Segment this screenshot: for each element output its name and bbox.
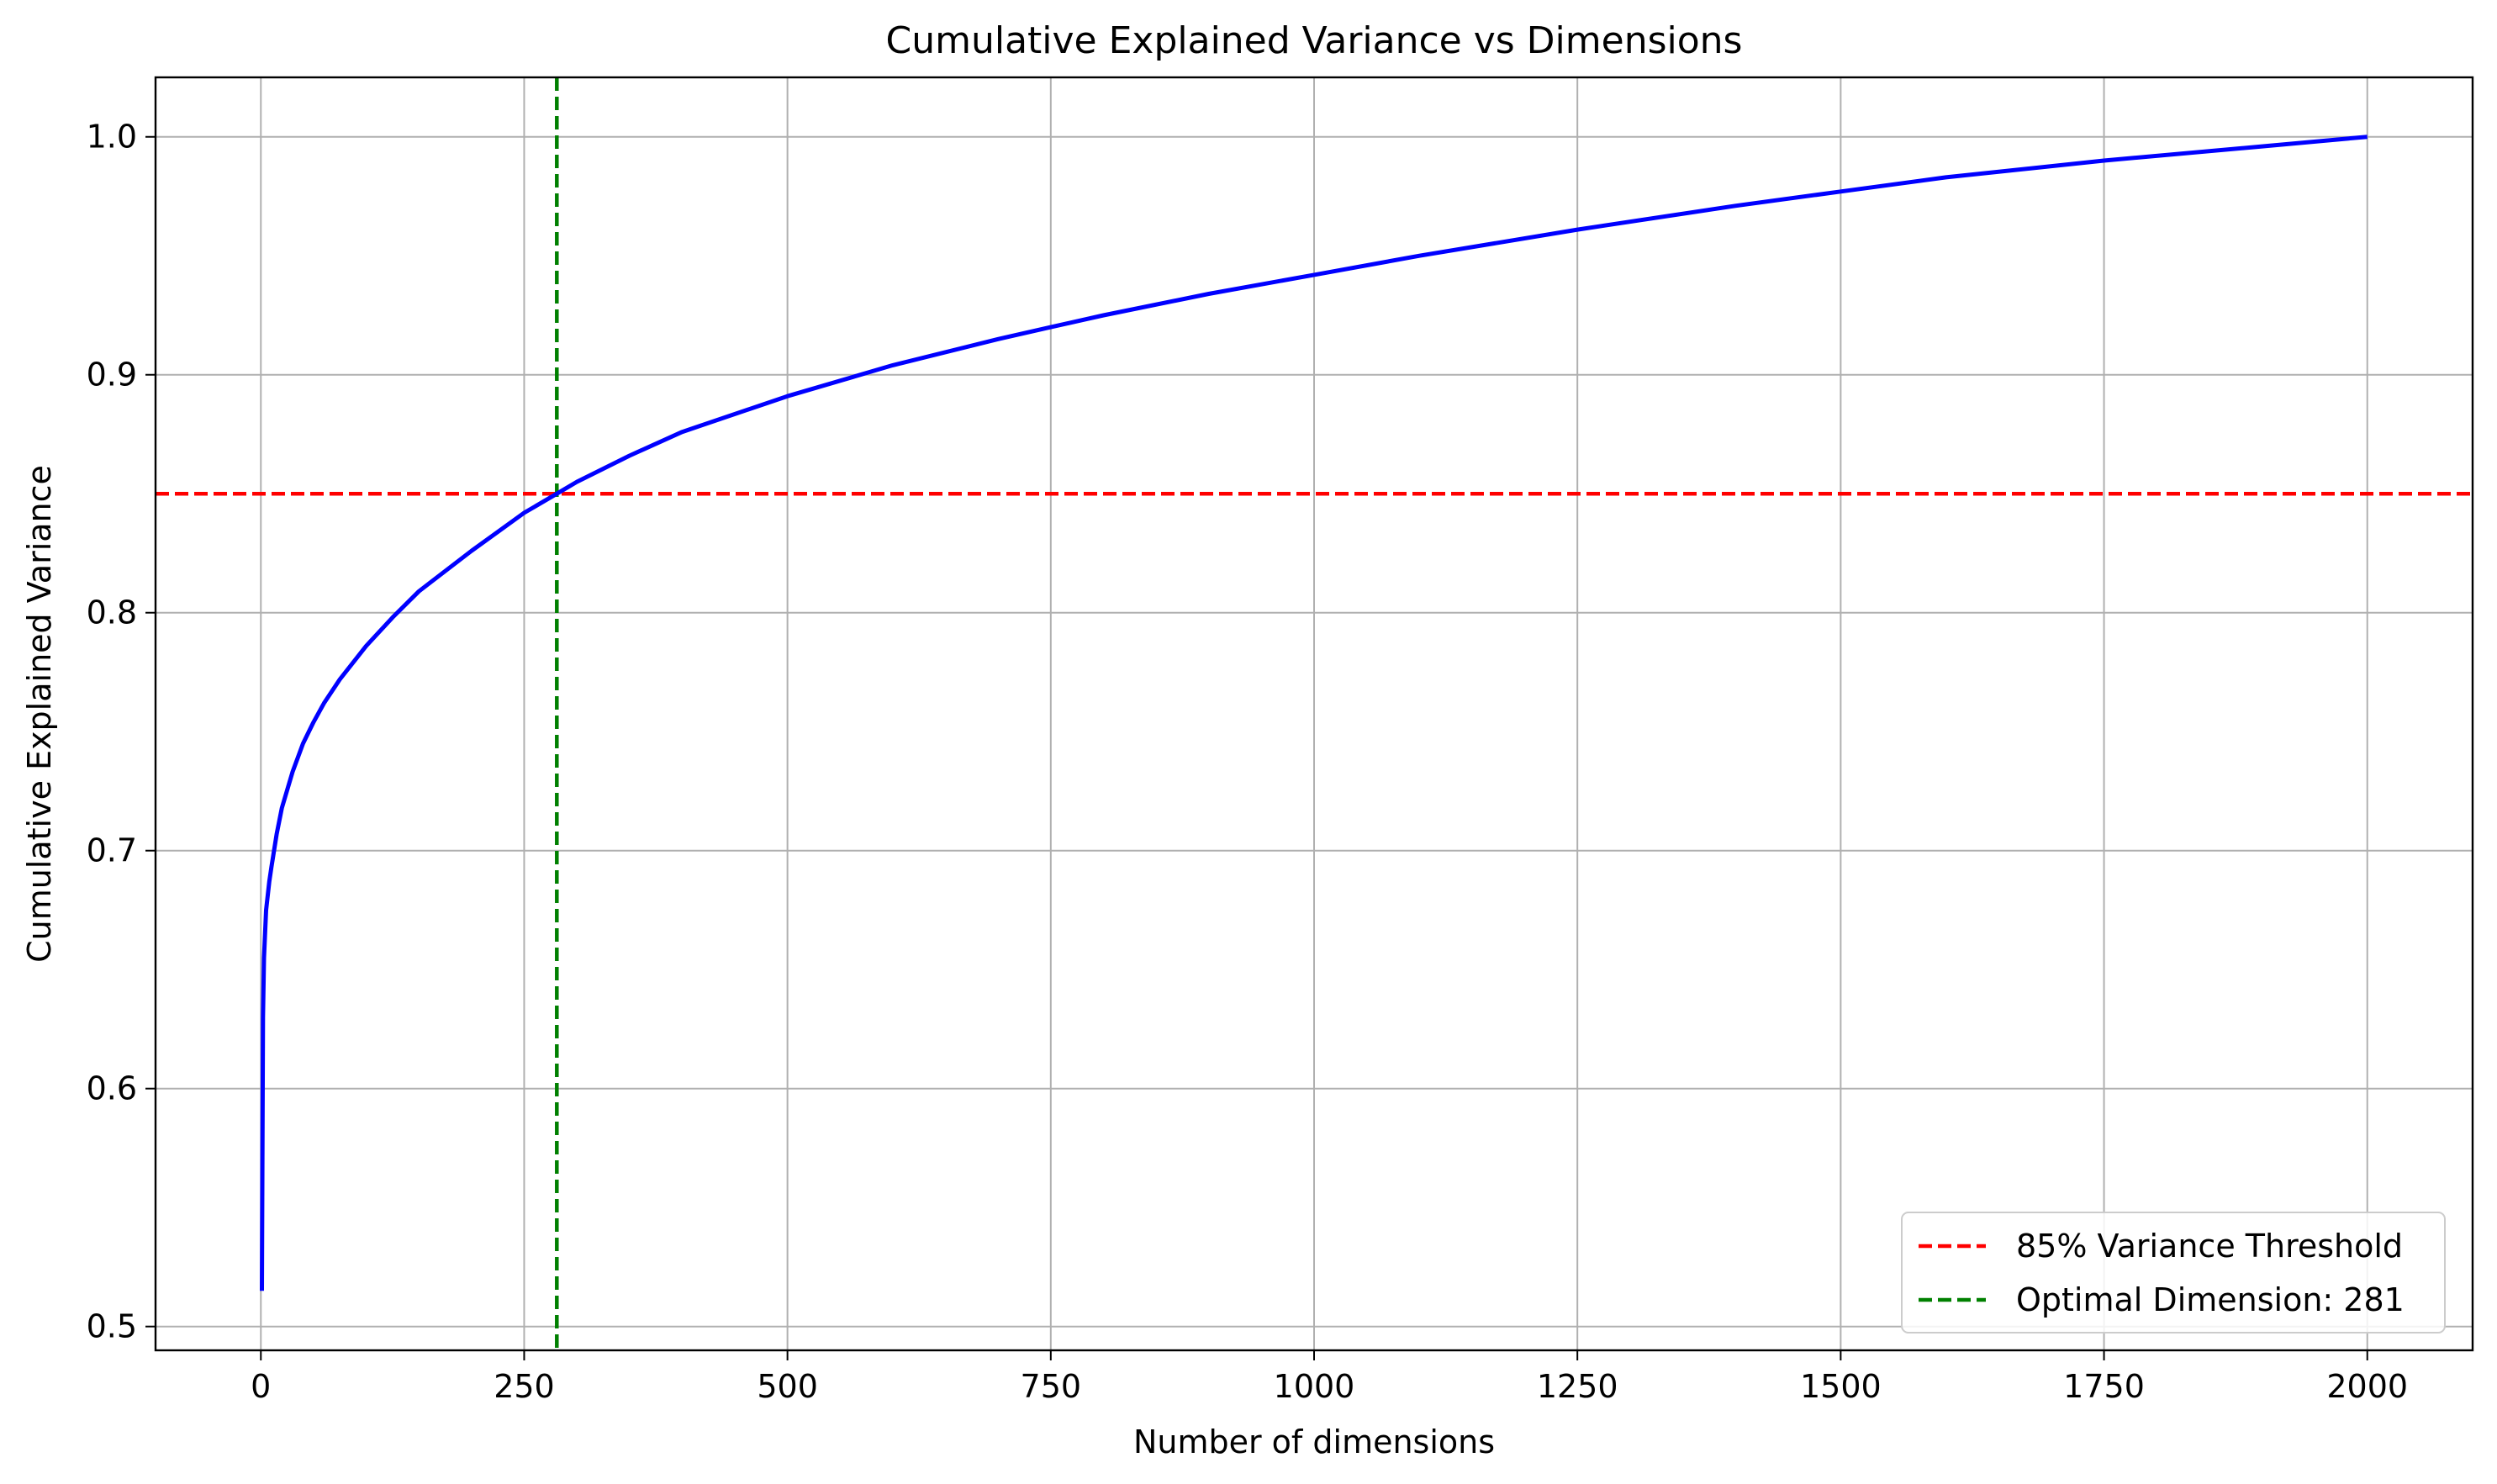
y-axis-label: Cumulative Explained Variance	[21, 465, 58, 963]
y-tick-label: 0.7	[87, 832, 137, 869]
y-tick-label: 0.6	[87, 1070, 137, 1107]
variance-curve	[260, 135, 2368, 1291]
series	[260, 135, 2368, 1291]
legend-box	[1901, 1212, 2446, 1333]
y-tick-label: 1.0	[87, 119, 137, 156]
legend-threshold-label: 85% Variance Threshold	[2016, 1228, 2403, 1265]
x-tick-label: 750	[1021, 1368, 1082, 1405]
x-tick-label: 1500	[1800, 1368, 1882, 1405]
legend: 85% Variance Threshold Optimal Dimension…	[1901, 1212, 2446, 1333]
legend-optimal-label: Optimal Dimension: 281	[2016, 1281, 2405, 1318]
x-tick-label: 1750	[2063, 1368, 2145, 1405]
x-tick-label: 0	[251, 1368, 271, 1405]
x-tick-label: 1000	[1274, 1368, 1355, 1405]
y-tick-label: 0.5	[87, 1308, 137, 1345]
x-tick-label: 250	[494, 1368, 555, 1405]
y-tick-label: 0.9	[87, 356, 137, 393]
x-tick-label: 2000	[2326, 1368, 2408, 1405]
ticks: 0 250 500 750 1000 1250 1500 1750 2000 0.5 0.6 0.7 0…	[87, 119, 2409, 1405]
x-tick-label: 500	[757, 1368, 818, 1405]
y-tick-label: 0.8	[87, 594, 137, 631]
x-axis-label: Number of dimensions	[1133, 1423, 1495, 1460]
x-tick-label: 1250	[1537, 1368, 1618, 1405]
chart-title: Cumulative Explained Variance vs Dimensi…	[886, 19, 1743, 62]
